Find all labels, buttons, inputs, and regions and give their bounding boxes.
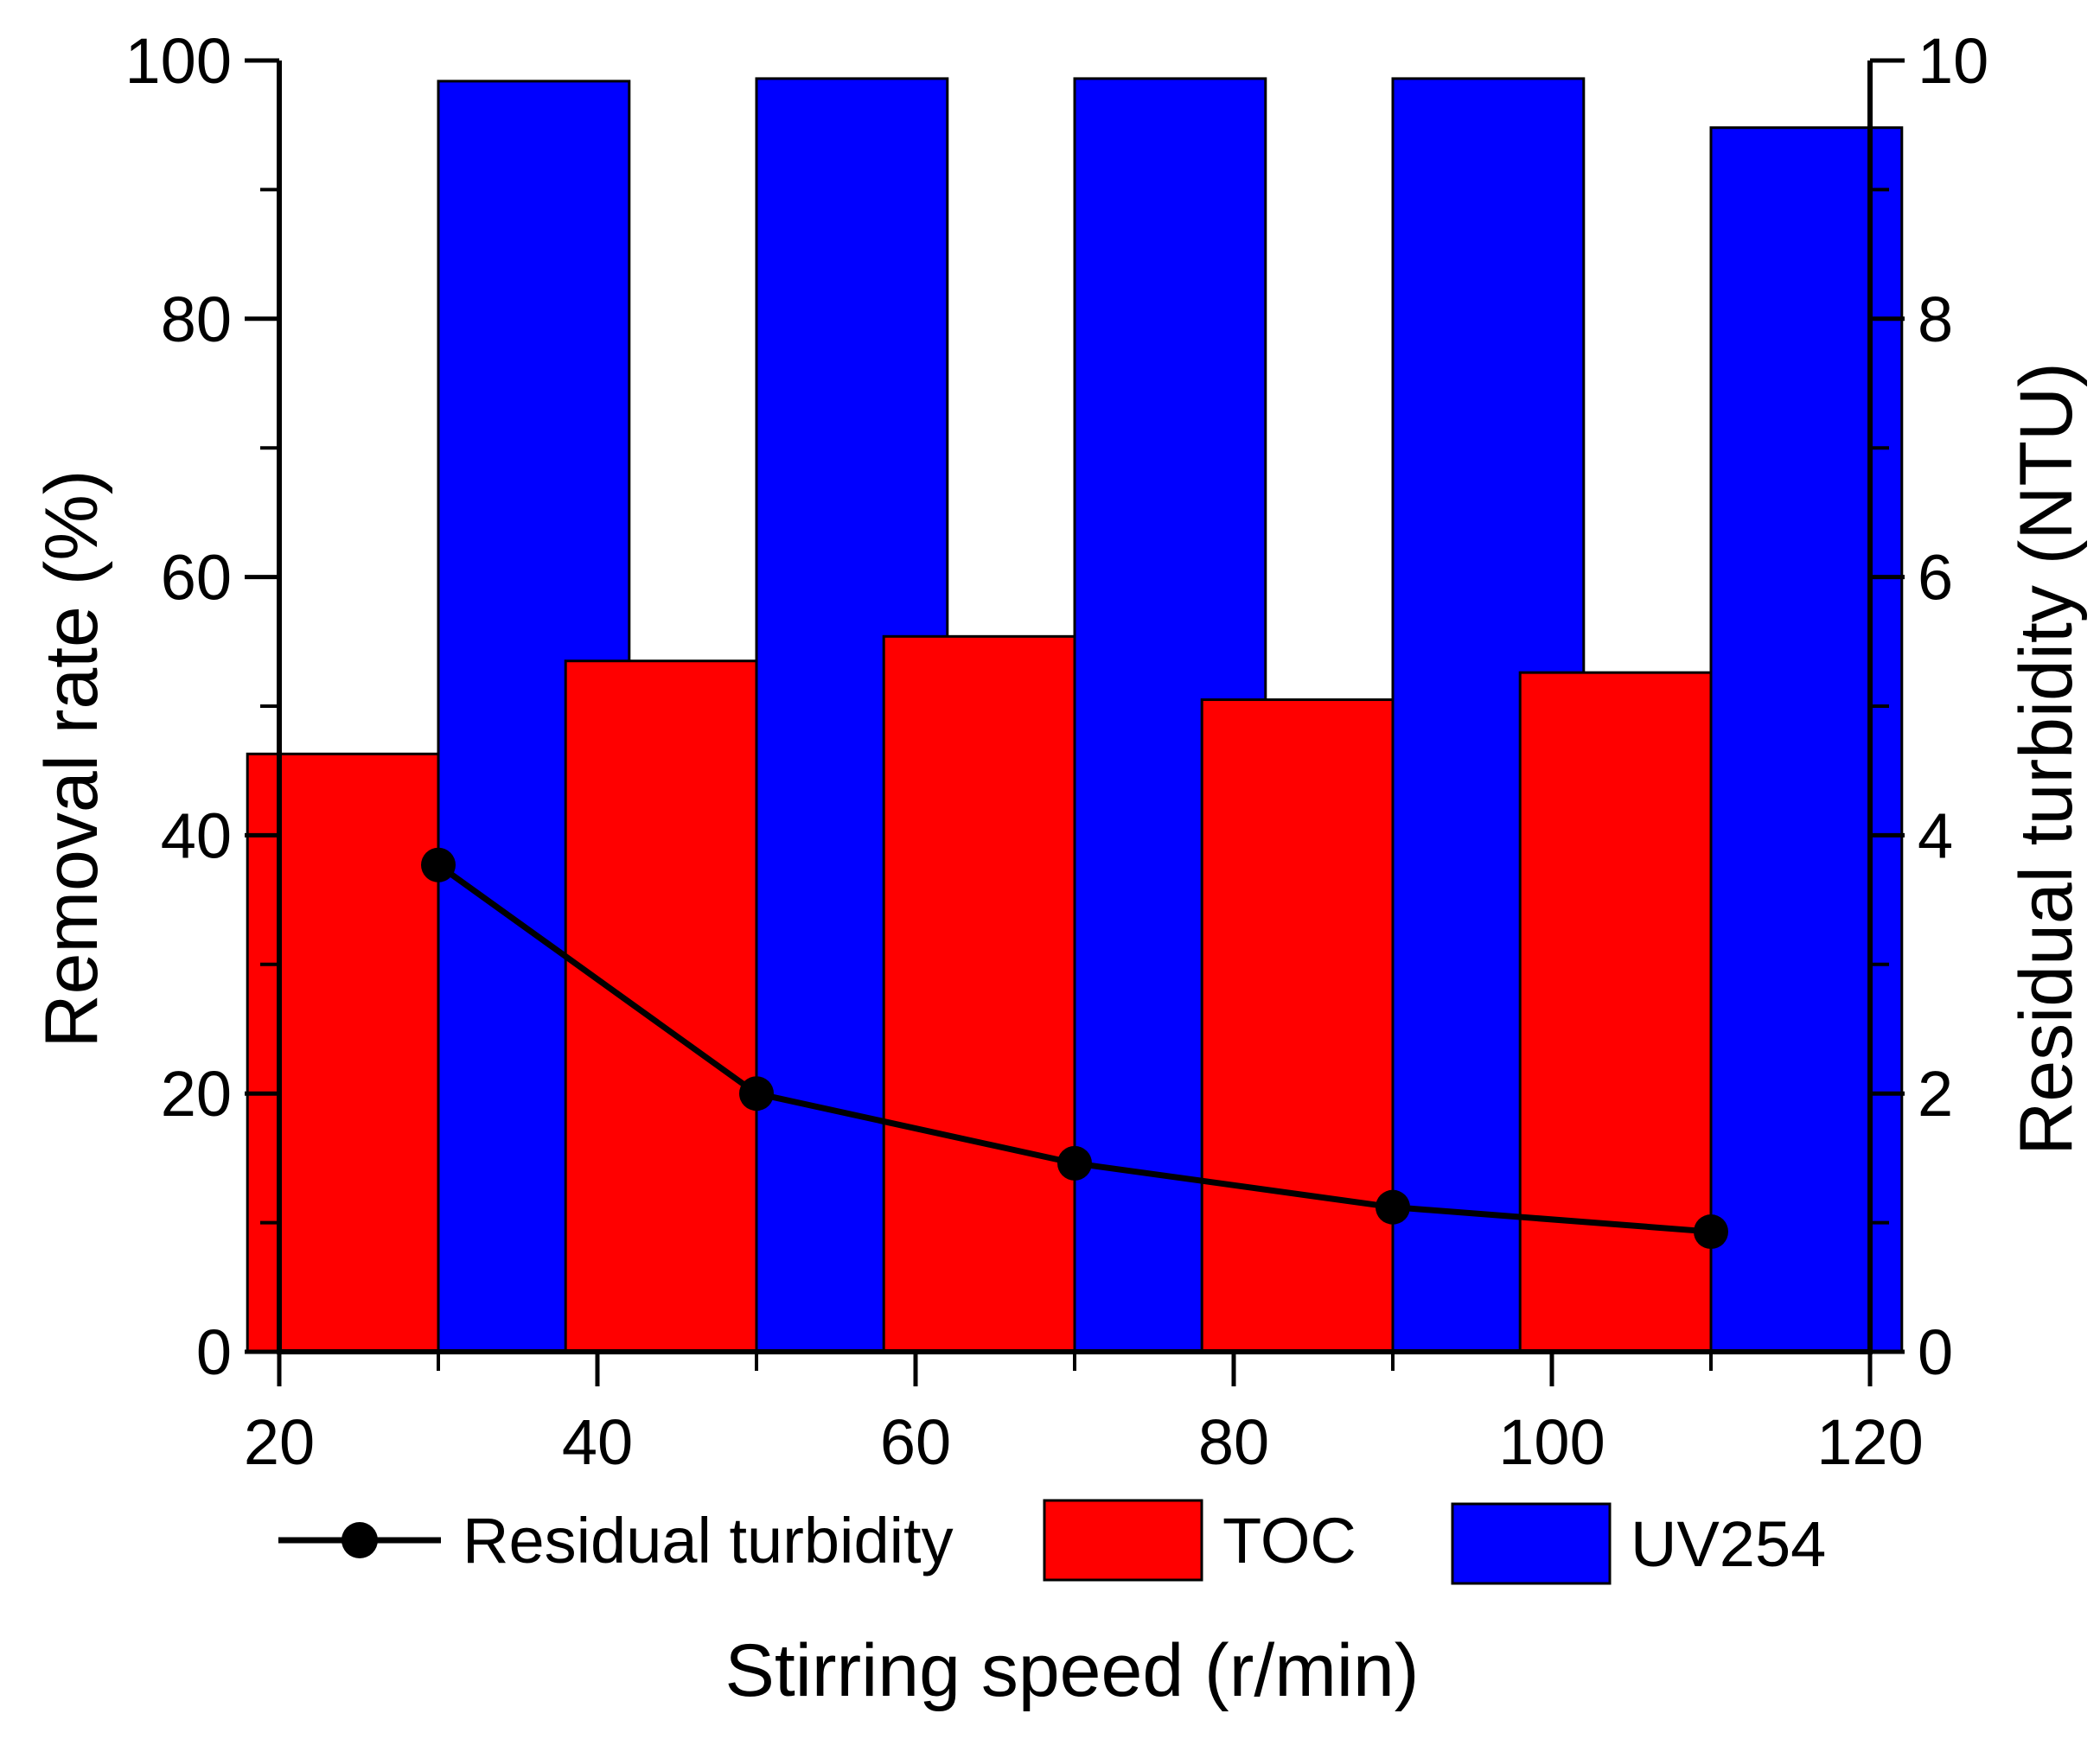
legend-item-residual-turbidity: Residual turbidity [278,1505,954,1577]
y-axis-title: Removal rate (%) [30,469,113,1048]
legend: Residual turbidity TOC UV254 [278,1499,1826,1585]
legend-item-uv254: UV254 [1451,1502,1826,1585]
x-tick-label: 80 [1198,1406,1269,1478]
legend-swatch-uv254 [1451,1502,1612,1585]
bar-toc-70 [882,634,1076,1354]
bar-toc-30 [246,752,440,1354]
y2-tick-label: 0 [1918,1316,1953,1388]
legend-marker-swatch [341,1522,378,1558]
x-tick-label: 40 [562,1406,633,1478]
bar-toc-110 [1518,671,1713,1354]
legend-label-uv254: UV254 [1631,1508,1826,1580]
y2-tick-label: 4 [1918,799,1953,871]
x-tick-label: 60 [880,1406,951,1478]
point-residual-turbidity-30 [421,847,456,882]
x-axis-title: Stirring speed (r/min) [725,1629,1420,1712]
point-residual-turbidity-90 [1376,1189,1410,1225]
x-tick-label: 20 [244,1406,315,1478]
legend-item-toc: TOC [1043,1499,1356,1582]
x-tick-label: 120 [1816,1406,1923,1478]
y-tick-label: 100 [125,25,232,97]
legend-swatch-toc [1043,1499,1203,1582]
y-tick-label: 0 [196,1316,232,1388]
y2-tick-label: 8 [1918,283,1953,355]
y-tick-label: 60 [161,542,232,614]
bar-uv254-110 [1709,126,1904,1354]
legend-label-toc: TOC [1222,1505,1356,1577]
point-residual-turbidity-50 [739,1076,774,1112]
y-tick-label: 40 [161,799,232,871]
bar-toc-50 [564,659,758,1354]
y2-tick-label: 6 [1918,542,1953,614]
y2-tick-label: 10 [1918,25,1988,97]
bar-toc-90 [1200,698,1395,1354]
y2-axis-title: Residual turbidity (NTU) [2005,362,2088,1156]
point-residual-turbidity-70 [1057,1145,1092,1181]
bars-layer [246,77,1904,1354]
y-tick-label: 80 [161,283,232,355]
x-tick-label: 100 [1498,1406,1605,1478]
line-layer [421,847,1728,1250]
y2-tick-label: 2 [1918,1058,1953,1130]
legend-label-residual-turbidity: Residual turbidity [463,1505,954,1577]
point-residual-turbidity-110 [1694,1214,1728,1250]
y-tick-label: 20 [161,1058,232,1130]
